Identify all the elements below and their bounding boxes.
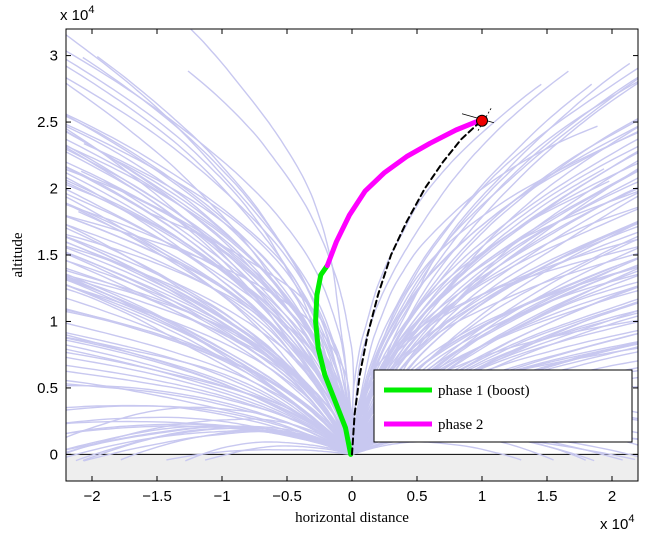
x-tick-label: 0 bbox=[348, 488, 356, 505]
background-trajectory bbox=[66, 269, 353, 455]
nominal-curve bbox=[351, 119, 483, 456]
legend-entry-phase2: phase 2 bbox=[438, 417, 483, 433]
background-trajectory bbox=[66, 370, 353, 455]
x-tick-label: 2 bbox=[608, 488, 616, 505]
y-tick-label: 1 bbox=[50, 313, 58, 330]
legend: phase 1 (boost) phase 2 bbox=[373, 369, 633, 443]
x-tick-label: −1.5 bbox=[142, 488, 172, 505]
phase2-curve bbox=[324, 118, 485, 269]
y-multiplier-label: x 104 bbox=[60, 4, 94, 24]
legend-box bbox=[373, 369, 633, 443]
y-axis-label: altitude bbox=[10, 232, 26, 277]
x-multiplier-label: x 104 bbox=[600, 513, 634, 533]
series-layer bbox=[313, 106, 495, 457]
background-trajectory bbox=[166, 449, 353, 461]
background-trajectory bbox=[66, 77, 353, 455]
background-trajectory bbox=[189, 29, 353, 455]
background-trajectory bbox=[351, 126, 638, 455]
x-tick-label: 1.5 bbox=[537, 488, 558, 505]
background-trajectory bbox=[185, 441, 353, 462]
background-trajectory bbox=[66, 331, 353, 455]
y-tick-label: 2.5 bbox=[37, 114, 58, 131]
background-trajectory bbox=[66, 251, 353, 455]
background-trajectory bbox=[66, 114, 353, 455]
y-tick-label: 1.5 bbox=[37, 247, 58, 264]
y-tick-label: 0 bbox=[50, 446, 58, 463]
legend-entry-phase1: phase 1 (boost) bbox=[438, 383, 530, 399]
background-trajectory bbox=[351, 257, 638, 455]
x-tick-label: −0.5 bbox=[272, 488, 302, 505]
background-trajectory bbox=[351, 130, 638, 455]
x-axis-label: horizontal distance bbox=[295, 510, 409, 526]
x-tick-label: −1 bbox=[213, 488, 230, 505]
background-trajectory bbox=[66, 383, 353, 455]
background-trajectory bbox=[351, 145, 638, 455]
y-tick-label: 0.5 bbox=[37, 380, 58, 397]
background-trajectory bbox=[66, 251, 353, 455]
background-trajectory bbox=[351, 83, 542, 455]
target-point bbox=[476, 114, 488, 127]
background-trajectory bbox=[351, 77, 638, 455]
y-tick-label: 2 bbox=[50, 181, 58, 198]
x-multiplier-base: x 10 bbox=[600, 516, 628, 533]
x-tick-label: −2 bbox=[83, 488, 100, 505]
background-trajectory bbox=[66, 130, 353, 455]
y-multiplier-base: x 10 bbox=[60, 7, 88, 24]
background-trajectory bbox=[351, 70, 569, 455]
phase1-curve bbox=[313, 263, 354, 457]
background-trajectory bbox=[82, 56, 353, 455]
axis-ticks: −2 −1.5 −1 −0.5 0 0.5 1 1.5 2 0 0.5 1 1.5 2 2.5 3 bbox=[37, 29, 638, 505]
x-tick-label: 0.5 bbox=[407, 488, 428, 505]
background-trajectory bbox=[66, 297, 353, 455]
background-trajectory bbox=[66, 65, 353, 455]
background-trajectory bbox=[351, 83, 593, 455]
y-tick-label: 3 bbox=[50, 48, 58, 65]
background-trajectory bbox=[351, 192, 638, 455]
background-trajectory bbox=[66, 351, 353, 455]
background-trajectory bbox=[351, 125, 598, 455]
background-trajectory bbox=[66, 278, 353, 455]
background-trajectory bbox=[66, 275, 353, 455]
background-trajectory bbox=[66, 227, 353, 455]
x-multiplier-exponent: 4 bbox=[628, 513, 634, 525]
x-tick-label: 1 bbox=[478, 488, 486, 505]
background-trajectory bbox=[66, 425, 353, 456]
y-multiplier-exponent: 4 bbox=[88, 4, 94, 16]
background-trajectory bbox=[204, 445, 353, 461]
